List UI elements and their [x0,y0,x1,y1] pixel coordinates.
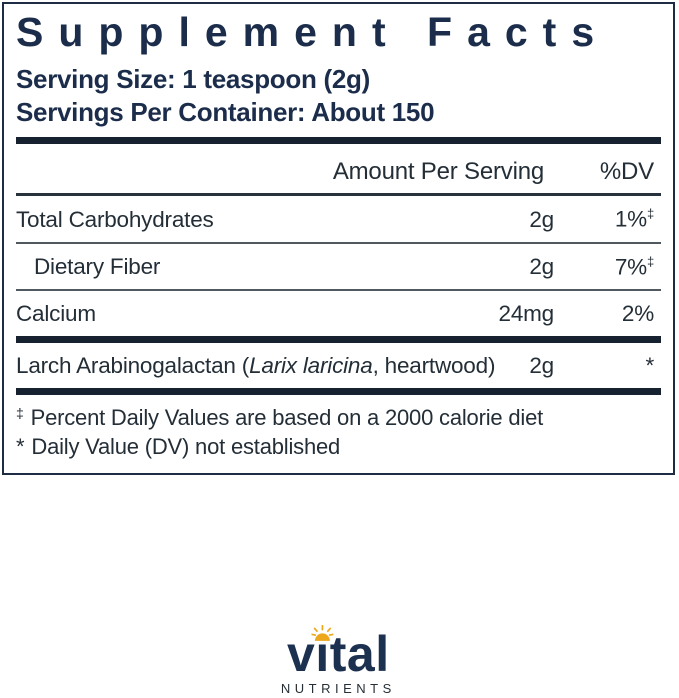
dv-asterisk: * [645,353,654,379]
divider-thin [16,241,661,244]
table-row-dietary-fiber: Dietary Fiber 2g 7%‡ [16,244,661,290]
name-latin: Larix laricina [249,353,373,379]
name-suffix: , heartwood) [372,353,496,379]
divider-thin [16,289,661,292]
amount-value: 2g [529,206,554,232]
nutrient-name: Dietary Fiber [34,254,161,280]
footnote-text: Daily Value (DV) not established [31,434,341,460]
table-row-calcium: Calcium 24mg 2% [16,291,661,336]
footnote-text: Percent Daily Values are based on a 2000… [30,405,544,431]
nutrient-name: Larch Arabinogalactan (Larix laricina, h… [16,353,495,379]
amount-value: 24mg [498,301,555,327]
nutrient-name: Total Carbohydrates [16,206,214,232]
footnote-daily-values: ‡ Percent Daily Values are based on a 200… [16,403,661,432]
asterisk-symbol: * [16,434,25,460]
column-header-dv: %DV [599,158,654,186]
dv-dagger: ‡ [646,253,654,269]
divider-header [16,193,661,197]
divider-thick-bottom [16,388,661,396]
divider-thick-top [16,137,661,145]
brand-name: vital [287,625,390,682]
table-row-larch-arabinogalactan: Larch Arabinogalactan (Larix laricina, h… [16,343,661,388]
name-prefix: Larch Arabinogalactan ( [16,353,250,379]
dagger-symbol: ‡ [16,405,24,422]
panel-title: Supplement Facts [16,9,610,55]
table-row-total-carbohydrates: Total Carbohydrates 2g 1%‡ [16,196,661,242]
dv-value: 2% [554,301,661,327]
table-header-row: Amount Per Serving %DV [16,144,661,193]
column-header-amount: Amount Per Serving [332,158,544,186]
amount-value: 2g [529,353,554,379]
dv-number: 7% [614,254,647,280]
sun-icon [311,625,334,641]
brand-subtext: NUTRIENTS [280,681,396,696]
supplement-facts-panel: Supplement Facts Serving Size: 1 teaspoo… [2,2,675,475]
brand-logo: vital NUTRIENTS [280,625,396,696]
divider-thick-mid [16,336,661,344]
dv-number: 2% [621,301,654,327]
nutrient-name: Calcium [16,301,96,327]
dv-dagger: ‡ [646,206,654,222]
dv-value: 7%‡ [554,254,661,281]
dv-value: * [554,353,661,379]
footnotes: ‡ Percent Daily Values are based on a 200… [16,395,661,461]
servings-per-container-line: Servings Per Container: About 150 [16,96,435,127]
brand-word: vital [287,626,390,682]
dv-value: 1%‡ [554,206,661,233]
amount-value: 2g [529,254,554,280]
footnote-dv-not-established: * Daily Value (DV) not established [16,432,661,461]
dv-number: 1% [614,206,647,232]
serving-size-line: Serving Size: 1 teaspoon (2g) [16,63,370,94]
